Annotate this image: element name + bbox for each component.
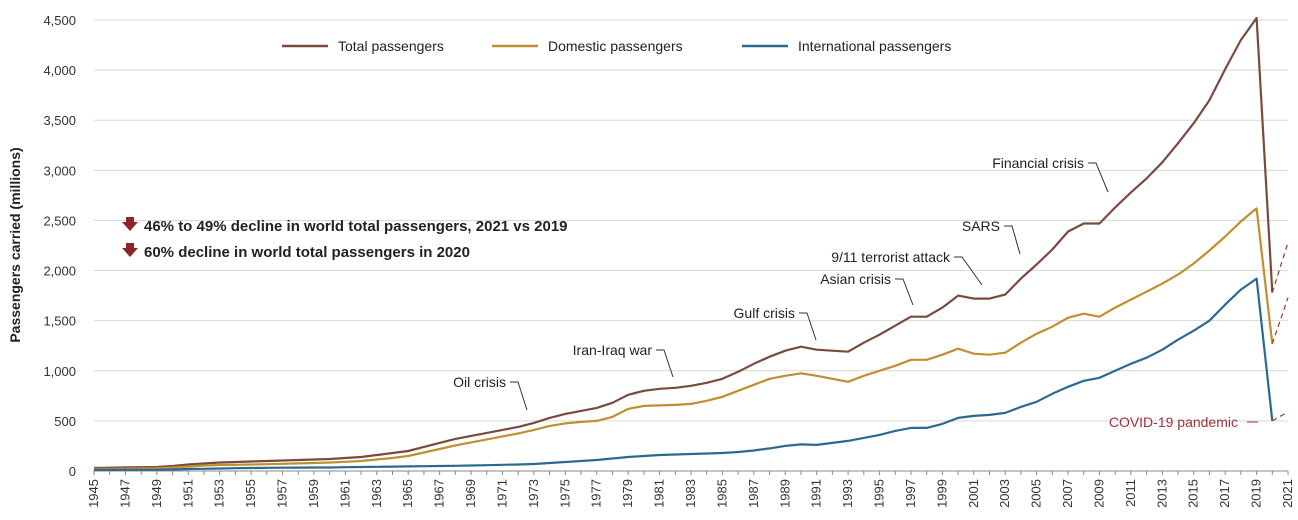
x-tick-2013: 2013 [1154,479,1169,508]
x-tick-2001: 2001 [966,479,981,508]
x-tick-1985: 1985 [714,479,729,508]
annotation-sars-leader [1004,225,1021,255]
x-tick-1975: 1975 [557,479,572,508]
x-tick-1951: 1951 [180,479,195,508]
annotation-gulf-crisis: Gulf crisis [734,305,795,321]
x-tick-1979: 1979 [620,479,635,508]
y-tick-2500: 2,500 [43,213,76,228]
series-line-2 [93,277,1274,472]
series-lines [93,16,1274,472]
y-tick-4000: 4,000 [43,63,76,78]
annotation-financial-crisis: Financial crisis [992,155,1084,171]
series-line-1 [93,207,1274,471]
down-arrow-icon [122,243,138,257]
y-axis-ticks: 0 500 1,000 1,500 2,000 2,500 3,000 3,500 4,000 4… [43,13,76,479]
note-decline-2021: 46% to 49% decline in world total passen… [144,218,568,235]
x-tick-1967: 1967 [432,479,447,508]
x-tick-1955: 1955 [243,479,258,508]
projection-domestic [1271,297,1289,344]
y-tick-4500: 4,500 [43,13,76,28]
legend-total-label: Total passengers [338,38,444,54]
x-axis-ticks: 1945 1947 1949 1951 1953 1955 1957 1959 1961 1963… [86,471,1295,508]
y-tick-2000: 2,000 [43,264,76,279]
annotation-iran-iraq-war-leader [656,349,674,378]
x-tick-2017: 2017 [1217,479,1232,508]
decline-notes: 46% to 49% decline in world total passen… [122,217,568,261]
annotation-9-11-terrorist-attack: 9/11 terrorist attack [831,249,951,265]
x-tick-1977: 1977 [589,479,604,508]
x-tick-2015: 2015 [1186,479,1201,508]
x-tick-1999: 1999 [934,479,949,508]
x-tick-1973: 1973 [526,479,541,508]
projection-total [1271,242,1289,293]
x-tick-1949: 1949 [149,479,164,508]
annotation-oil-crisis-leader [510,381,528,411]
x-tick-2019: 2019 [1249,479,1264,508]
annotation-gulf-crisis-leader [799,312,817,341]
x-tick-1997: 1997 [903,479,918,508]
gridlines [94,19,1288,472]
y-tick-1000: 1,000 [43,364,76,379]
projection-lines [1271,242,1289,422]
note-decline-2020: 60% decline in world total passengers in… [144,244,470,261]
y-tick-0: 0 [69,464,76,479]
x-tick-1991: 1991 [809,479,824,508]
y-tick-1500: 1,500 [43,314,76,329]
x-tick-1969: 1969 [463,479,478,508]
y-tick-3000: 3,000 [43,163,76,178]
x-tick-2005: 2005 [1029,479,1044,508]
x-tick-1961: 1961 [337,479,352,508]
y-tick-3500: 3,500 [43,113,76,128]
annotation-iran-iraq-war: Iran-Iraq war [573,342,653,358]
projection-international [1271,411,1289,422]
x-tick-2003: 2003 [997,479,1012,508]
annotation-asian-crisis-leader [895,278,914,306]
x-tick-1995: 1995 [872,479,887,508]
x-tick-2011: 2011 [1123,479,1138,507]
x-tick-1983: 1983 [683,479,698,508]
x-tick-2021: 2021 [1280,479,1295,508]
y-axis-label: Passengers carried (millions) [7,147,23,342]
x-tick-1989: 1989 [777,479,792,508]
x-tick-1963: 1963 [369,479,384,508]
x-tick-1965: 1965 [400,479,415,508]
annotation-asian-crisis: Asian crisis [820,271,891,287]
x-tick-1981: 1981 [652,479,667,508]
annotation-oil-crisis: Oil crisis [453,374,506,390]
legend: Total passengers Domestic passengers Inter… [282,38,951,54]
annotation-covid-19-pandemic: COVID-19 pandemic [1109,414,1238,430]
x-tick-1993: 1993 [840,479,855,508]
annotation-financial-crisis-leader [1088,162,1109,193]
x-tick-1959: 1959 [306,479,321,508]
x-tick-1947: 1947 [117,479,132,508]
annotations: Oil crisis Iran-Iraq war Gulf crisis Asian … [453,155,1258,430]
x-tick-1957: 1957 [275,479,290,508]
x-tick-2007: 2007 [1060,479,1075,508]
x-tick-1971: 1971 [494,479,509,508]
legend-domestic-label: Domestic passengers [548,38,683,54]
x-tick-1987: 1987 [746,479,761,508]
legend-international-label: International passengers [798,38,951,54]
annotation-9-11-terrorist-attack-leader [954,256,983,286]
y-tick-500: 500 [54,414,76,429]
x-tick-1945: 1945 [86,479,101,508]
x-tick-1953: 1953 [212,479,227,508]
series-line-0 [93,16,1274,470]
annotation-sars: SARS [962,218,1000,234]
x-tick-2009: 2009 [1091,479,1106,508]
down-arrow-icon [122,217,138,231]
